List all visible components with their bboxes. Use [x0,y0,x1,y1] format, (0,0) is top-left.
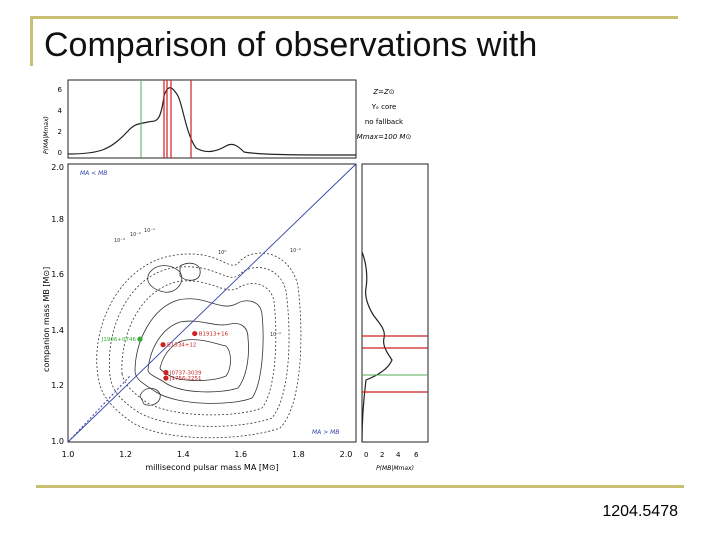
mass-distribution-figure: 6 4 2 0 P(MA|Mmax) Z=Z⊙ Yₑ core no fallb… [42,79,429,472]
contour-lines [96,252,302,439]
region-label-a-less-b: MA < MB [80,170,107,177]
slide-title: Comparison of observations with [44,26,538,64]
top-panel-ylabel: P(MA|Mmax) [43,116,50,154]
y-axis: 1.0 1.2 1.4 1.6 1.8 2.0 companion mass M… [42,163,64,446]
slide-frame-left [30,16,33,66]
system-label: B1534+12 [167,343,196,349]
contour-label: 10⁻¹ [144,228,155,234]
diagonal-dashed [67,375,131,443]
y-tick: 2.0 [51,163,64,172]
y-tick: 1.6 [51,270,64,279]
right-panel-curve [361,251,393,443]
x-tick: 1.6 [234,450,247,459]
top-tick-2: 2 [58,128,62,136]
contour-level-labels: 10⁻³ 10⁻² 10⁻¹ 10⁰ 10⁻¹ 10⁻² [114,228,301,338]
system-label: J1756-2251 [169,376,202,382]
top-tick-0: 0 [58,149,62,157]
contour-label: 10⁻² [130,232,141,238]
system-marker [192,330,198,337]
x-axis: 1.0 1.2 1.4 1.6 1.8 2.0 millisecond puls… [62,450,353,472]
system-marker [160,342,166,348]
contour-label: 10⁰ [218,250,226,256]
system-marker [137,336,143,342]
top-panel-frame [67,79,357,159]
system-marker [163,375,169,381]
x-tick: 1.8 [292,450,305,459]
system-label: B1913+16 [199,332,229,338]
system-marker [163,369,169,376]
y-axis-label: companion mass MB [M⊙] [42,267,51,372]
x-tick: 1.0 [62,450,75,459]
main-panel-frame [67,163,357,443]
x-tick: 2.0 [340,450,353,459]
contour-label: 10⁻³ [114,238,125,244]
equal-mass-diagonal [67,163,357,443]
x-axis-label: millisecond pulsar mass MA [M⊙] [145,463,278,472]
system-label: J1906+0746 [101,337,137,343]
legend-line-1: Z=Z⊙ [372,88,394,96]
legend-line-2: Yₑ core [371,103,397,111]
right-panel-frame [361,163,429,443]
slide-frame-top [30,16,678,19]
legend-line-4: Mmax=100 M⊙ [357,133,412,141]
contour-label: 10⁻² [290,248,301,254]
right-tick-0: 0 [364,451,368,459]
top-panel-curve [67,87,357,156]
arxiv-reference: 1204.5478 [602,503,678,520]
y-tick: 1.8 [51,215,64,224]
region-label-a-greater-b: MA > MB [312,429,339,436]
y-tick: 1.2 [51,381,64,390]
x-tick: 1.4 [177,450,190,459]
right-tick-2: 2 [380,451,384,459]
y-tick: 1.0 [51,437,64,446]
right-tick-4: 4 [396,451,401,459]
contour-label: 10⁻¹ [270,332,281,338]
right-tick-6: 6 [414,451,419,459]
x-tick: 1.2 [119,450,132,459]
slide-frame-bottom [36,485,684,488]
right-panel-xlabel: P(MB|Mmax) [376,465,414,472]
legend-line-3: no fallback [365,118,404,126]
top-tick-6: 6 [58,86,63,94]
y-tick: 1.4 [51,326,64,335]
top-tick-4: 4 [58,107,63,115]
system-label: J0737-3039 [169,371,202,377]
